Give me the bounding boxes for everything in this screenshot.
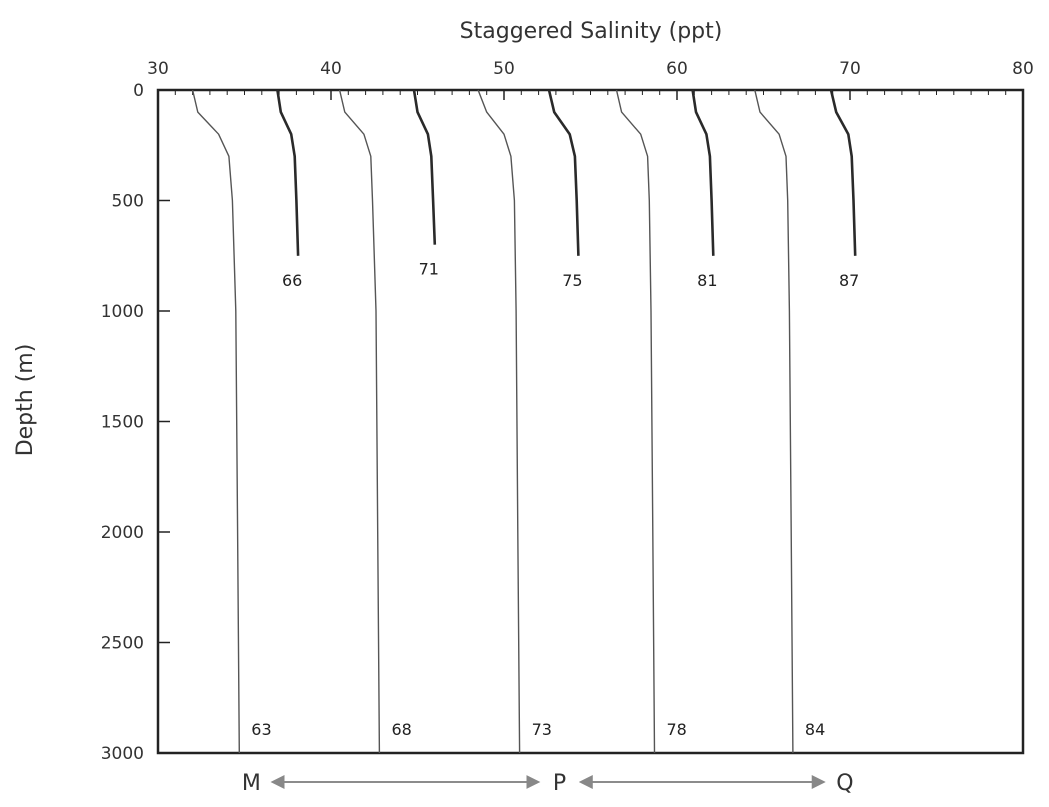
- plot-frame: [156, 88, 1025, 755]
- y-tick-label-4: 2000: [101, 523, 144, 543]
- y-tick-label-3: 1500: [101, 413, 144, 433]
- profile-label-84: 84: [805, 720, 825, 739]
- y-tick-label-6: 3000: [101, 744, 144, 764]
- profile-labels: 63 68 73 78 84 66 71 75 81 87: [251, 260, 859, 739]
- profile-label-73: 73: [532, 720, 552, 739]
- x-axis-title: Staggered Salinity (ppt): [460, 19, 723, 44]
- x-axis-ticks: 30 40 50 60 70 80: [147, 59, 1034, 100]
- x-tick-label-4: 70: [839, 59, 861, 79]
- x-tick-label-3: 60: [666, 59, 688, 79]
- x-tick-label-0: 30: [147, 59, 169, 79]
- y-axis-title: Depth (m): [13, 344, 38, 457]
- bottom-label-Q: Q: [836, 771, 853, 796]
- x-tick-label-1: 40: [320, 59, 342, 79]
- profile-label-81: 81: [697, 271, 717, 290]
- profile-line-84: [754, 89, 794, 754]
- x-tick-label-2: 50: [493, 59, 515, 79]
- profile-line-63: [191, 89, 240, 754]
- y-tick-label-2: 1000: [101, 302, 144, 322]
- y-tick-label-0: 0: [133, 81, 144, 101]
- profile-lines: [191, 89, 857, 754]
- bottom-label-M: M: [242, 771, 261, 796]
- profile-line-75: [547, 89, 580, 256]
- profile-label-63: 63: [251, 720, 271, 739]
- y-tick-label-1: 500: [112, 192, 144, 212]
- profile-label-87: 87: [839, 271, 859, 290]
- profile-line-71: [412, 89, 437, 245]
- profile-line-78: [615, 89, 656, 754]
- profile-line-66: [276, 89, 300, 256]
- profile-line-73: [477, 89, 521, 754]
- profile-line-68: [338, 89, 381, 754]
- profile-label-78: 78: [667, 720, 687, 739]
- profile-line-81: [691, 89, 715, 256]
- profile-line-87: [829, 89, 857, 256]
- profile-label-71: 71: [419, 260, 439, 279]
- profile-label-66: 66: [282, 271, 302, 290]
- bottom-label-P: P: [553, 771, 566, 796]
- y-axis-ticks: 0 500 1000 1500 2000 2500 3000: [101, 81, 170, 764]
- x-tick-label-5: 80: [1012, 59, 1034, 79]
- y-tick-label-5: 2500: [101, 634, 144, 654]
- profile-label-75: 75: [562, 271, 582, 290]
- profile-label-68: 68: [391, 720, 411, 739]
